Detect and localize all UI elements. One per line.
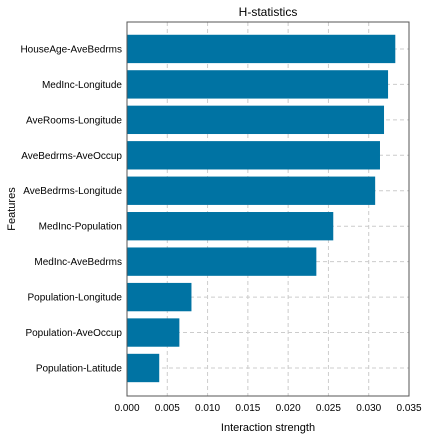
- x-tick-label: 0.035: [396, 403, 421, 414]
- y-tick-label: MedInc-AveBedrms: [34, 257, 122, 268]
- y-tick-label: MedInc-Population: [39, 222, 122, 233]
- bar-houseage-avebedrms: [127, 34, 396, 64]
- bar-medinc-longitude: [127, 70, 389, 99]
- plot-frame: [126, 21, 410, 397]
- y-tick-label: Population-Longitude: [27, 293, 122, 304]
- y-tick-label: MedInc-Longitude: [42, 80, 122, 91]
- x-tick-labels: 0.000 0.005 0.010 0.015 0.020 0.025 0.030 0.035: [114, 403, 421, 414]
- bar-avebedrms-aveoccup: [127, 141, 380, 170]
- x-tick-label: 0.025: [316, 403, 341, 414]
- y-tick-labels: HouseAge-AveBedrms MedInc-Longitude AveRoo…: [20, 44, 122, 374]
- x-tick-label: 0.005: [155, 403, 180, 414]
- bar-population-aveoccup: [127, 318, 180, 347]
- bar-medinc-population: [127, 212, 334, 241]
- x-tick-label: 0.015: [235, 403, 260, 414]
- y-axis-title: Features: [6, 187, 18, 231]
- y-tick-label: AveRooms-Longitude: [26, 115, 122, 126]
- x-tick-label: 0.030: [356, 403, 381, 414]
- bar-population-longitude: [127, 282, 192, 312]
- y-tick-label: HouseAge-AveBedrms: [20, 44, 122, 55]
- y-tick-label: AveBedrms-AveOccup: [21, 151, 122, 162]
- bar-averooms-longitude: [127, 105, 385, 135]
- x-axis-title: Interaction strength: [221, 422, 315, 434]
- bar-medinc-avebedrms: [127, 247, 317, 276]
- y-tick-label: Population-Latitude: [36, 363, 123, 374]
- bars: [127, 34, 396, 383]
- chart-title: H-statistics: [239, 5, 298, 19]
- y-tick-label: Population-AveOccup: [25, 328, 122, 339]
- y-tick-label: AveBedrms-Longitude: [23, 186, 122, 197]
- x-tick-label: 0.010: [195, 403, 220, 414]
- bar-population-latitude: [127, 353, 160, 383]
- bar-avebedrms-longitude: [127, 176, 376, 205]
- x-tick-label: 0.020: [276, 403, 301, 414]
- x-tick-label: 0.000: [114, 403, 139, 414]
